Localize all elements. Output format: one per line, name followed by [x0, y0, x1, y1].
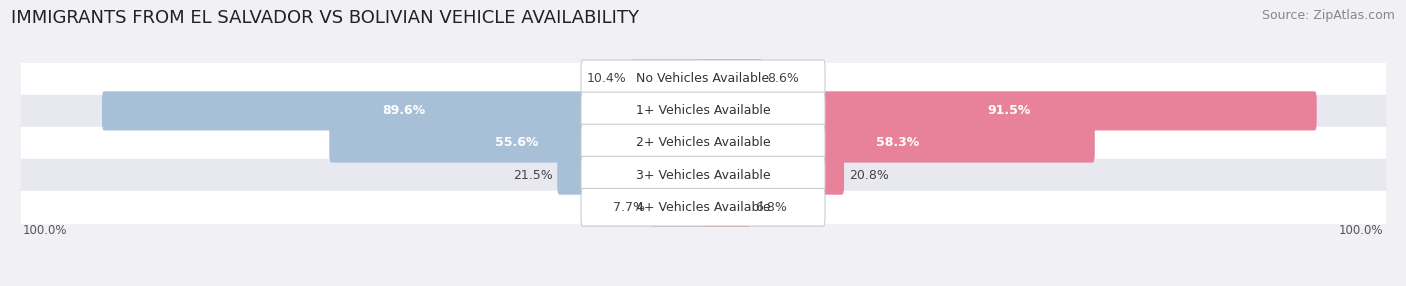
FancyBboxPatch shape [581, 60, 825, 98]
Text: 100.0%: 100.0% [22, 224, 67, 237]
FancyBboxPatch shape [581, 92, 825, 130]
FancyBboxPatch shape [702, 124, 1095, 162]
FancyBboxPatch shape [581, 124, 825, 162]
Text: 10.4%: 10.4% [588, 72, 627, 85]
Text: 55.6%: 55.6% [495, 136, 538, 150]
Text: 6.8%: 6.8% [755, 201, 787, 214]
FancyBboxPatch shape [702, 91, 1317, 130]
FancyBboxPatch shape [631, 59, 704, 98]
Text: 3+ Vehicles Available: 3+ Vehicles Available [636, 169, 770, 182]
FancyBboxPatch shape [581, 156, 825, 194]
Text: 7.7%: 7.7% [613, 201, 645, 214]
FancyBboxPatch shape [702, 188, 751, 227]
FancyBboxPatch shape [702, 156, 844, 195]
Text: IMMIGRANTS FROM EL SALVADOR VS BOLIVIAN VEHICLE AVAILABILITY: IMMIGRANTS FROM EL SALVADOR VS BOLIVIAN … [11, 9, 640, 27]
Text: 21.5%: 21.5% [513, 169, 553, 182]
Bar [21, 95, 1385, 127]
Text: 2+ Vehicles Available: 2+ Vehicles Available [636, 136, 770, 150]
FancyBboxPatch shape [650, 188, 704, 227]
FancyBboxPatch shape [557, 156, 704, 195]
Text: 91.5%: 91.5% [987, 104, 1031, 117]
FancyBboxPatch shape [103, 91, 704, 130]
FancyBboxPatch shape [702, 59, 762, 98]
Text: No Vehicles Available: No Vehicles Available [637, 72, 769, 85]
Text: 20.8%: 20.8% [849, 169, 889, 182]
FancyBboxPatch shape [581, 188, 825, 226]
Bar [21, 127, 1385, 159]
Bar [21, 191, 1385, 223]
Text: 1+ Vehicles Available: 1+ Vehicles Available [636, 104, 770, 117]
Bar [21, 159, 1385, 191]
Text: 8.6%: 8.6% [768, 72, 799, 85]
Bar [21, 63, 1385, 95]
FancyBboxPatch shape [329, 124, 704, 162]
Text: 4+ Vehicles Available: 4+ Vehicles Available [636, 201, 770, 214]
Text: Source: ZipAtlas.com: Source: ZipAtlas.com [1261, 9, 1395, 21]
Text: 100.0%: 100.0% [1339, 224, 1384, 237]
Text: 89.6%: 89.6% [382, 104, 425, 117]
Text: 58.3%: 58.3% [876, 136, 920, 150]
